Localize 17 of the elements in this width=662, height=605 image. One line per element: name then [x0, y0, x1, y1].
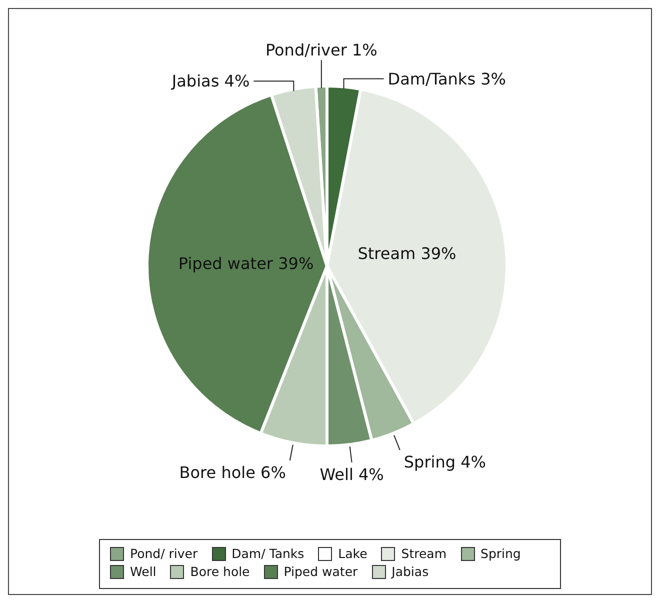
legend-label: Dam/ Tanks — [232, 546, 304, 561]
legend-label: Well — [130, 564, 156, 579]
legend-label: Lake — [338, 546, 368, 561]
legend-label: Pond/ river — [130, 546, 198, 561]
legend-label: Jabias — [392, 564, 429, 579]
data-label: Pond/river 1% — [265, 40, 378, 60]
data-label: Piped water 39% — [178, 254, 314, 273]
legend-label: Piped water — [284, 564, 358, 579]
legend-label: Spring — [480, 546, 521, 561]
data-label: Stream 39% — [358, 244, 456, 263]
data-label: Dam/Tanks 3% — [388, 69, 506, 88]
data-label: Jabias 4% — [170, 72, 250, 91]
data-label: Well 4% — [320, 464, 384, 484]
legend-label: Stream — [401, 546, 447, 561]
data-label: Spring 4% — [404, 452, 486, 472]
legend-label: Bore hole — [190, 564, 250, 579]
data-label: Bore hole 6% — [179, 462, 286, 482]
